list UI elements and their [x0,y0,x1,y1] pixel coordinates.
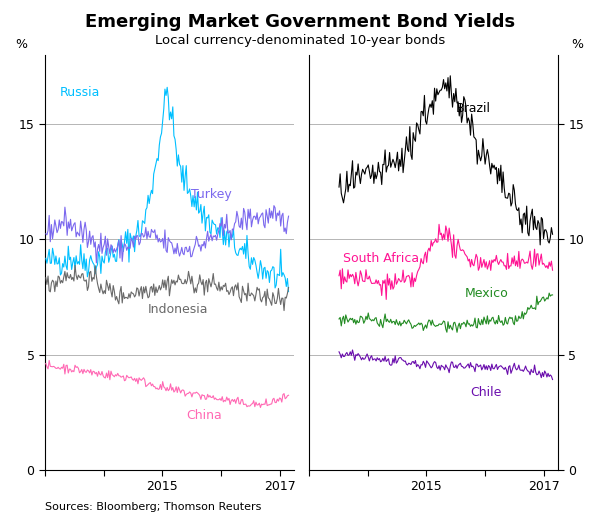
Text: Emerging Market Government Bond Yields: Emerging Market Government Bond Yields [85,13,515,31]
Text: China: China [187,409,222,422]
Text: %: % [571,38,583,51]
Text: South Africa: South Africa [343,252,419,265]
Text: Turkey: Turkey [191,188,232,201]
Text: Sources: Bloomberg; Thomson Reuters: Sources: Bloomberg; Thomson Reuters [45,502,262,512]
Text: Russia: Russia [59,86,100,99]
Text: Chile: Chile [470,386,502,399]
Text: Local currency-denominated 10-year bonds: Local currency-denominated 10-year bonds [155,34,445,47]
Text: Brazil: Brazil [455,102,490,115]
Text: Indonesia: Indonesia [148,303,208,316]
Text: Mexico: Mexico [465,287,509,300]
Text: %: % [15,38,27,51]
